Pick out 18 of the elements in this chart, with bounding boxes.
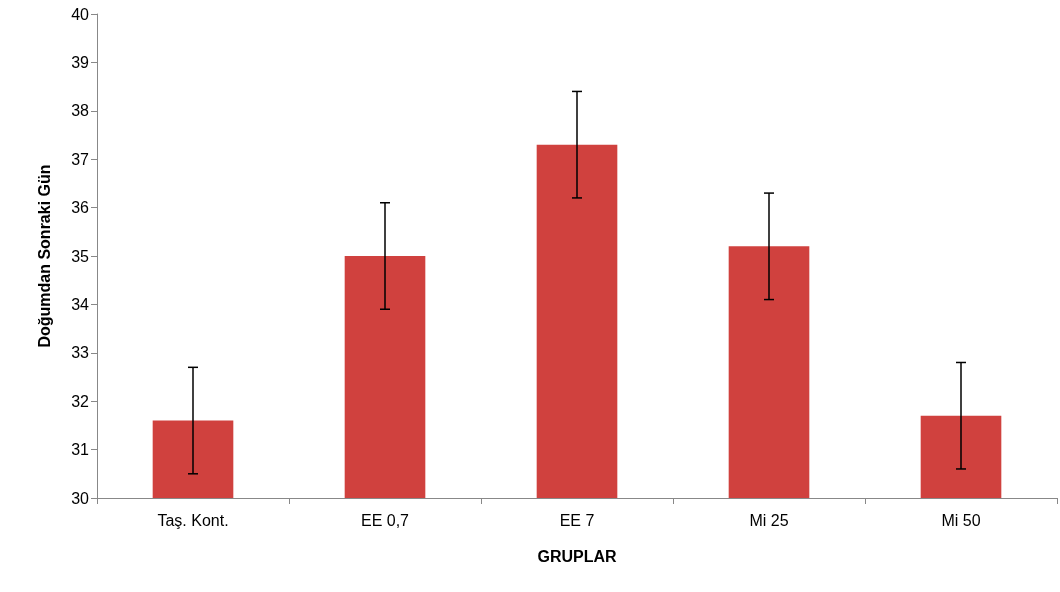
x-axis-title: GRUPLAR xyxy=(537,547,617,565)
y-tick-label: 37 xyxy=(71,150,90,168)
y-tick-label: 30 xyxy=(71,489,90,507)
y-tick-label: 35 xyxy=(71,247,90,265)
y-tick-label: 33 xyxy=(71,344,90,362)
x-tick-label: Mi 25 xyxy=(749,511,789,529)
y-tick-label: 34 xyxy=(71,295,90,313)
x-tick-label: EE 7 xyxy=(559,511,595,529)
x-tick-label: Mi 50 xyxy=(941,511,981,529)
y-tick-label: 32 xyxy=(71,392,90,410)
y-tick-label: 39 xyxy=(71,53,90,71)
y-axis-title: Doğumdan Sonraki Gün xyxy=(35,164,53,348)
y-tick-label: 36 xyxy=(71,199,90,217)
y-tick-label: 40 xyxy=(71,5,90,23)
x-tick-label: Taş. Kont. xyxy=(157,511,229,529)
y-tick-label: 31 xyxy=(71,441,90,459)
x-tick-label: EE 0,7 xyxy=(360,511,410,529)
y-tick-label: 38 xyxy=(71,102,90,120)
